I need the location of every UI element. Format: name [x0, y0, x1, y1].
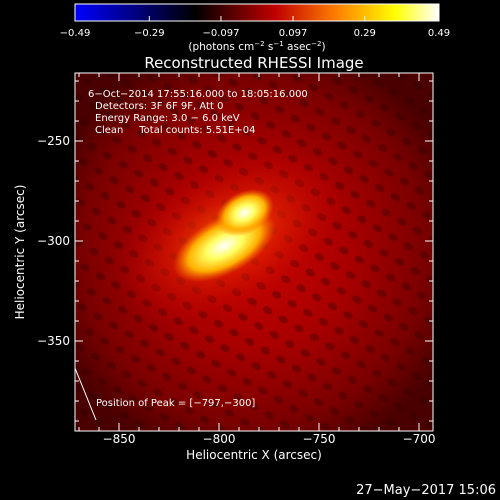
image-area: [75, 73, 433, 431]
y-axis-ticks: −250 −300 −350: [37, 80, 433, 422]
annotation-energy-range: Energy Range: 3.0 − 6.0 keV: [95, 113, 240, 124]
x-tick-label: −800: [203, 432, 236, 446]
colorbar-tick-label: 0.097: [279, 28, 308, 39]
y-tick-label: −250: [37, 134, 70, 148]
colorbar-tick-label: −0.29: [134, 28, 165, 39]
render-timestamp: 27−May−2017 15:06: [356, 483, 496, 498]
annotation-time-range: 6−Oct−2014 17:55:16.000 to 18:05:16.000: [88, 89, 308, 100]
x-tick-label: −850: [103, 432, 136, 446]
annotation-clean-counts: Clean Total counts: 5.51E+04: [95, 125, 255, 136]
y-tick-label: −350: [37, 334, 70, 348]
x-tick-label: −750: [303, 432, 336, 446]
annotation-detectors: Detectors: 3F 6F 9F, Att 0: [95, 101, 223, 112]
colorbar-tick-label: 0.49: [428, 28, 450, 39]
plot-frame: [74, 72, 434, 432]
colorbar: −0.49 −0.29 −0.097 0.097 0.29 0.49 (photons c…: [60, 3, 450, 53]
colorbar-unit-label: (photons cm−2 s−1 asec−2): [188, 40, 325, 53]
x-tick-label: −700: [403, 432, 436, 446]
x-axis-label: Heliocentric X (arcsec): [186, 448, 322, 462]
peak-leader-line: [75, 367, 97, 421]
y-tick-label: −300: [37, 234, 70, 248]
colorbar-gradient: [74, 3, 440, 22]
observation-annotations: 6−Oct−2014 17:55:16.000 to 18:05:16.000 …: [88, 89, 308, 136]
colorbar-tick-label: 0.29: [354, 28, 376, 39]
colorbar-ticks: −0.49 −0.29 −0.097 0.097 0.29 0.49: [60, 16, 450, 39]
flare-source: [114, 150, 344, 324]
y-axis-label: Heliocentric Y (arcsec): [13, 185, 27, 320]
colorbar-tick-label: −0.097: [202, 28, 239, 39]
source-core-secondary: [215, 189, 274, 237]
chart-title: Reconstructed RHESSI Image: [144, 54, 363, 72]
colorbar-tick-label: −0.49: [60, 28, 91, 39]
peak-position-label: Position of Peak = [−797,−300]: [96, 398, 255, 409]
x-axis-ticks: −850 −800 −750 −700: [78, 73, 436, 446]
